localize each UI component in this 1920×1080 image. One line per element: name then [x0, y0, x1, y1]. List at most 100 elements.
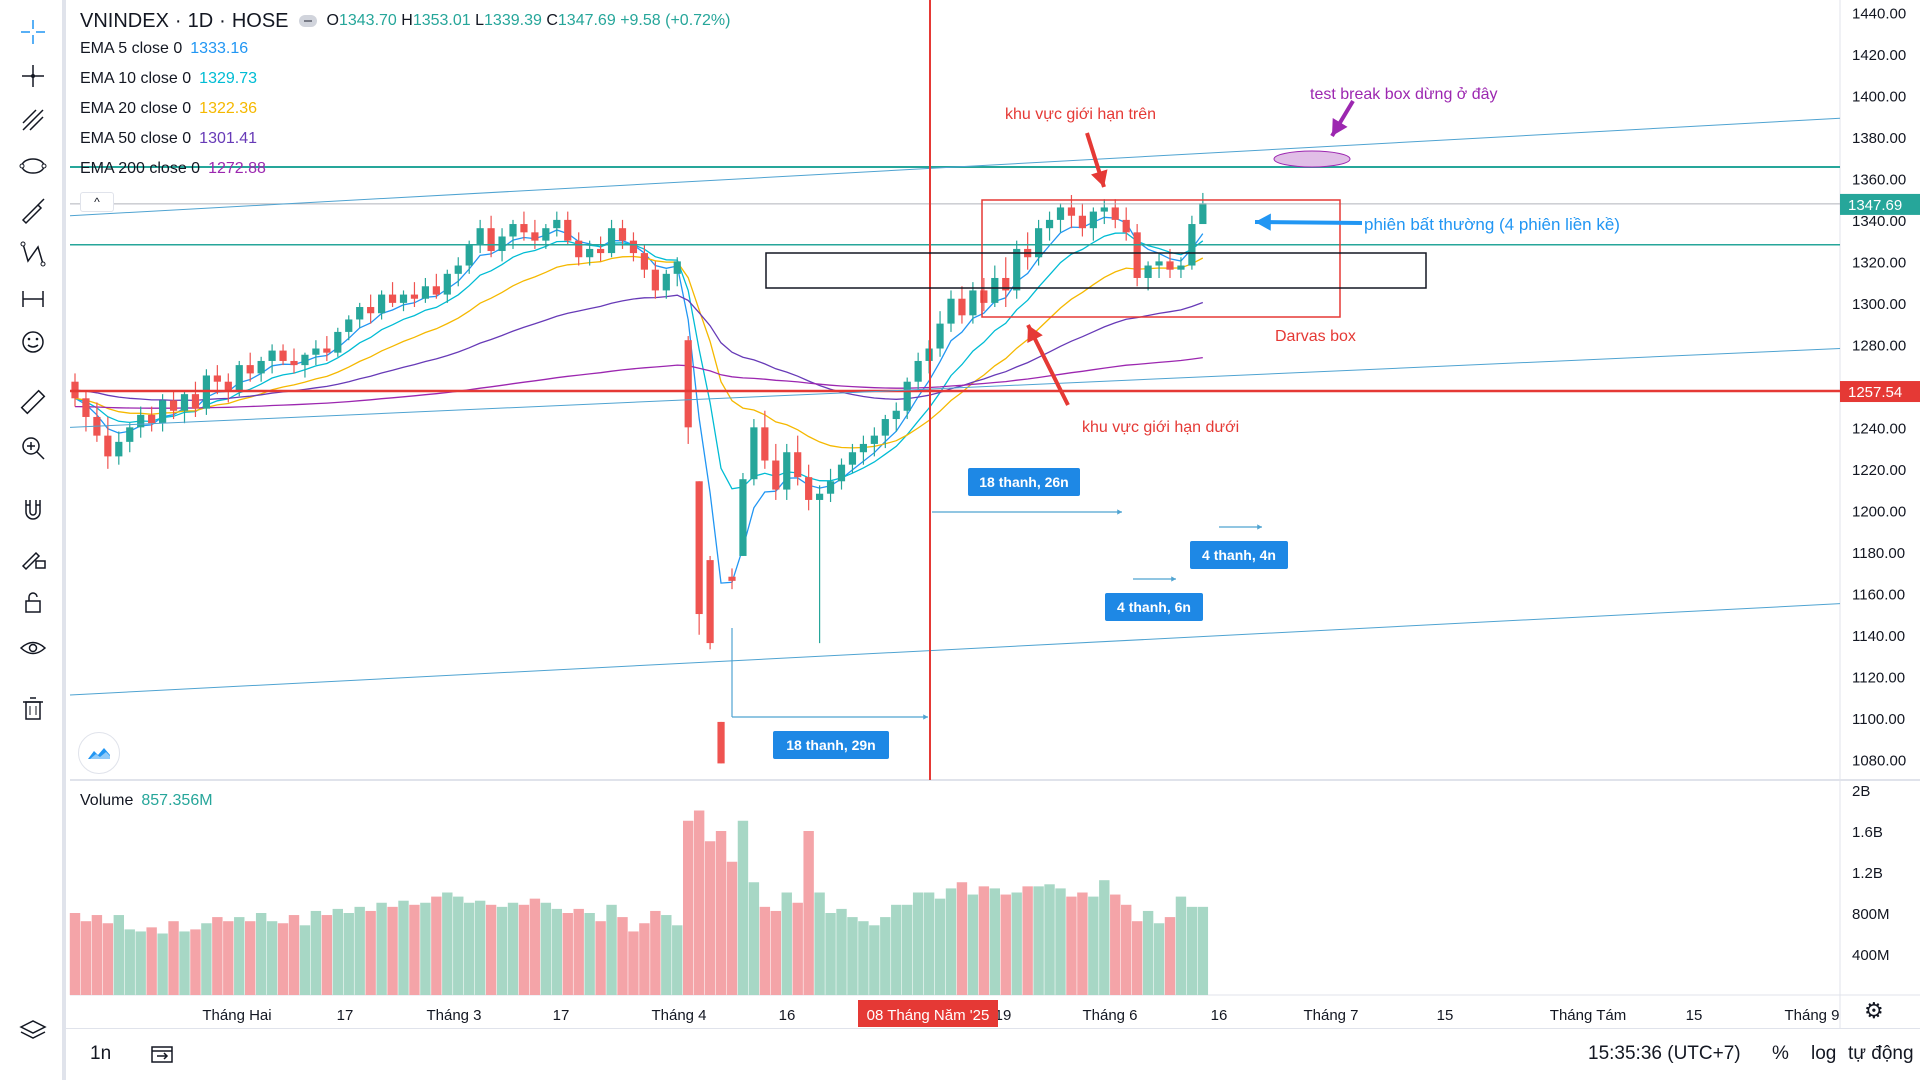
candle-body [728, 576, 736, 581]
indicator-row[interactable]: EMA 5 close 0 1333.16 [80, 34, 730, 64]
zoom-in-icon[interactable] [13, 428, 53, 468]
break-test-ellipse [1273, 150, 1351, 168]
log-toggle[interactable]: log [1811, 1043, 1837, 1064]
bottom-bar: 1n 15:35:36 (UTC+7) % log tự động [66, 1028, 1920, 1080]
candle-body [224, 381, 232, 390]
upper-trend-line [69, 117, 1841, 217]
collapse-legend-button[interactable]: ^ [80, 192, 114, 212]
volume-bar [1066, 896, 1077, 995]
candle-body [301, 354, 309, 366]
indicator-label: EMA 50 close 0 [80, 130, 192, 147]
time-tick-label: Tháng Hai [202, 1007, 271, 1024]
indicator-value: 1272.88 [208, 160, 266, 177]
candles [71, 192, 1207, 764]
date-range-icon[interactable] [150, 1043, 174, 1071]
candle-body [826, 481, 835, 494]
lock-drawing-icon[interactable] [13, 536, 53, 576]
low-value: 1339.39 [484, 12, 542, 29]
candle-body [651, 269, 659, 291]
price-tick-label: 1080.00 [1852, 752, 1906, 769]
candle-body [148, 414, 156, 424]
tradingview-logo-icon[interactable] [78, 732, 120, 774]
volume-bar [409, 904, 420, 995]
chart-legend: VNINDEX · 1D · HOSE O1343.70 H1353.01 L1… [80, 8, 730, 184]
candle-body [191, 394, 200, 409]
auto-scale-toggle[interactable]: tự động [1848, 1043, 1914, 1064]
candle-body [618, 228, 627, 241]
candle-body [1056, 207, 1065, 220]
candle-body [958, 298, 966, 316]
volume-bar [310, 910, 322, 995]
indicator-value: 1301.41 [199, 130, 258, 147]
crosshair-icon[interactable] [13, 12, 53, 52]
volume-bar [190, 929, 201, 995]
volume-bar [1077, 892, 1088, 995]
volume-bar [376, 902, 387, 995]
volume-bar [431, 896, 442, 995]
eye-icon[interactable] [13, 628, 53, 668]
settings-gear-icon[interactable]: ⚙ [1864, 998, 1884, 1023]
candle-body [410, 294, 419, 299]
emoji-icon[interactable] [13, 322, 53, 362]
lower-zone-arrow-head [1027, 325, 1043, 343]
indicator-row[interactable]: EMA 20 close 0 1322.36 [80, 94, 730, 124]
price-tick-label: 1300.00 [1852, 296, 1906, 313]
symbol-title[interactable]: VNINDEX · 1D · HOSE O1343.70 H1353.01 L1… [80, 8, 730, 34]
volume-bar [803, 831, 814, 995]
ema-10-line [74, 232, 1204, 490]
indicator-label: EMA 10 close 0 [80, 70, 192, 87]
candle-body [684, 340, 692, 428]
close-value: 1347.69 [557, 12, 616, 29]
volume-bar [245, 921, 256, 995]
layers-icon[interactable] [13, 1010, 53, 1050]
trash-icon[interactable] [13, 688, 53, 728]
volume-tick-label: 1.2B [1852, 865, 1883, 882]
magnet-icon[interactable] [13, 490, 53, 530]
left-toolbar [0, 0, 66, 1080]
indicator-row[interactable]: EMA 10 close 0 1329.73 [80, 64, 730, 94]
symbol-name[interactable]: VNINDEX [80, 9, 169, 32]
percent-toggle[interactable]: % [1772, 1043, 1789, 1064]
volume-bar [781, 892, 792, 995]
candle-body [629, 240, 638, 254]
ema-20-line [74, 255, 1204, 449]
volume-bar [365, 910, 376, 995]
close-label: C [546, 12, 558, 29]
measure-icon[interactable] [13, 278, 53, 318]
range-button[interactable]: 1n [90, 1043, 112, 1064]
indicator-label: EMA 200 close 0 [80, 160, 201, 177]
candle-body [936, 323, 944, 349]
pattern-icon[interactable] [13, 234, 53, 274]
ellipse-icon[interactable] [13, 146, 53, 186]
timezone-label[interactable]: 15:35:36 (UTC+7) [1588, 1043, 1741, 1064]
volume-bar [168, 921, 179, 995]
volume-bar [234, 917, 245, 995]
volume-legend: Volume 857.356M [80, 792, 213, 810]
indicator-label: EMA 5 close 0 [80, 40, 183, 57]
time-tick-label: 16 [779, 1007, 796, 1024]
brush-icon[interactable] [13, 190, 53, 230]
volume-bar [266, 921, 278, 995]
volume-bar [1131, 921, 1143, 995]
trend-line-icon[interactable] [13, 100, 53, 140]
candle-body [334, 331, 342, 353]
candle-body [399, 294, 408, 303]
volume-bar [945, 888, 957, 995]
ruler-icon[interactable] [13, 382, 53, 422]
hide-legend-icon[interactable] [298, 15, 317, 27]
indicator-row[interactable]: EMA 50 close 0 1301.41 [80, 124, 730, 154]
volume-bar [1153, 923, 1165, 995]
price-tick-label: 1440.00 [1852, 5, 1906, 22]
price-tick-label: 1140.00 [1852, 628, 1905, 645]
lock-icon[interactable] [13, 582, 53, 622]
drawings: khu vực giới hạn trên khu vực giới hạn dư… [69, 0, 1841, 780]
indicator-row[interactable]: EMA 200 close 0 1272.88 [80, 154, 730, 184]
count-label-4-bg [1105, 593, 1203, 621]
price-tick-label: 1380.00 [1852, 130, 1906, 147]
candle-body [498, 236, 506, 252]
interval-label[interactable]: 1D [187, 9, 214, 32]
candle-body [367, 307, 375, 314]
upper-zone-arrow-head [1091, 169, 1108, 187]
cross-icon[interactable] [13, 56, 53, 96]
